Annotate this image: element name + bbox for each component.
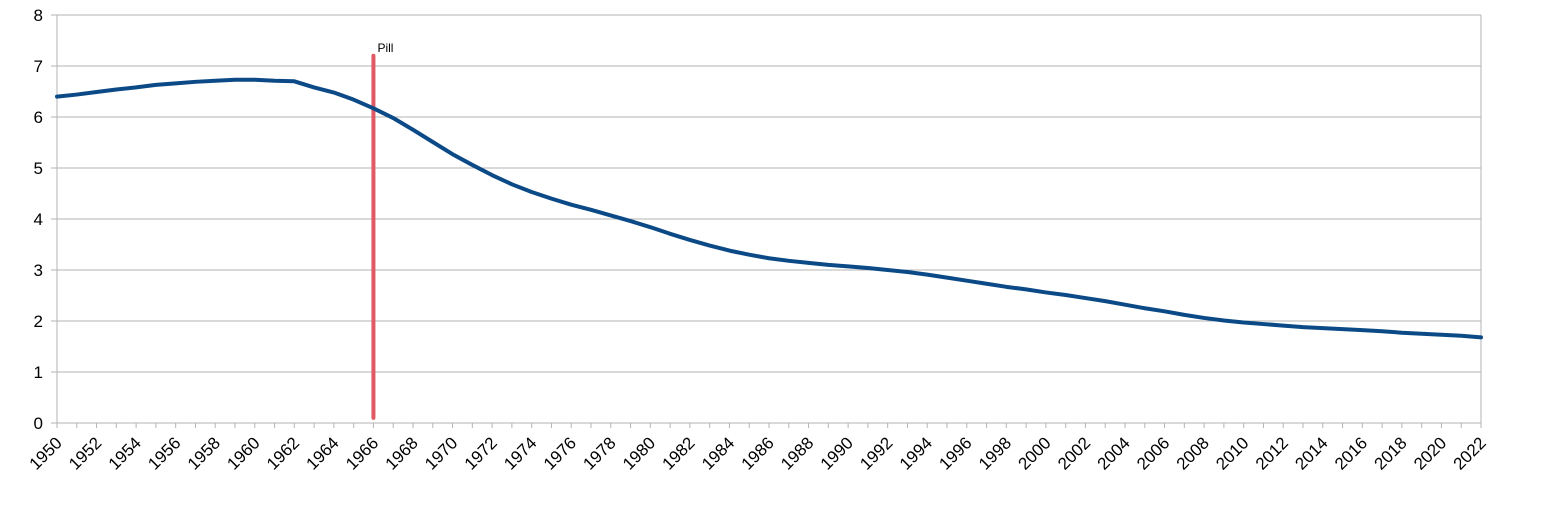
series [55,77,1483,340]
annotations: Pill [371,41,393,420]
y-tick-label: 6 [34,108,43,127]
x-tick-label: 2004 [1094,433,1134,473]
x-tick-label: 1996 [935,433,975,473]
x-tick-label: 2022 [1450,433,1490,473]
x-tick-label: 1976 [540,433,580,473]
x-tick-label: 1952 [65,433,105,473]
x-tick-label: 1994 [896,433,936,473]
y-tick-label: 1 [34,363,43,382]
x-tick-label: 1998 [975,433,1015,473]
x-tick-label: 1974 [500,433,540,473]
axes [51,14,1482,428]
x-tick-label: 2010 [1212,433,1252,473]
x-tick-label: 1978 [579,433,619,473]
x-tick-label: 1950 [26,433,66,473]
x-tick-label: 1982 [659,433,699,473]
x-tick-label: 2016 [1331,433,1371,473]
x-tick-label: 2000 [1015,433,1055,473]
x-tick-label: 1970 [421,433,461,473]
annotation-label-pill: Pill [377,41,393,55]
x-tick-label: 1960 [223,433,263,473]
y-tick-label: 5 [34,159,43,178]
x-tick-label: 1992 [856,433,896,473]
x-tick-label: 1968 [382,433,422,473]
x-tick-labels: 1950 1952 1954 1956 1958 1960 1962 1964 1966 1968… [26,433,1490,473]
y-tick-label: 4 [34,210,43,229]
y-tick-label: 3 [34,261,43,280]
x-tick-label: 1966 [342,433,382,473]
x-tick-label: 1990 [817,433,857,473]
x-tick-label: 2020 [1410,433,1450,473]
x-tick-label: 2018 [1371,433,1411,473]
x-tick-label: 1958 [184,433,224,473]
x-tick-label: 2008 [1173,433,1213,473]
y-tick-label: 8 [34,6,43,25]
x-tick-label: 2006 [1133,433,1173,473]
x-tick-label: 1984 [698,433,738,473]
y-tick-labels: 0 1 2 3 4 5 6 7 8 [34,6,43,433]
x-tick-label: 1980 [619,433,659,473]
y-tick-label: 7 [34,57,43,76]
x-tick-label: 1972 [461,433,501,473]
x-tick-label: 1962 [263,433,303,473]
y-tick-label: 0 [34,414,43,433]
x-tick-label: 2012 [1252,433,1292,473]
x-tick-label: 1988 [777,433,817,473]
y-tick-label: 2 [34,312,43,331]
x-tick-label: 1954 [105,433,145,473]
x-tick-label: 2014 [1291,433,1331,473]
x-tick-label: 1964 [303,433,343,473]
series-line-0 [55,77,1483,340]
x-tick-label: 1986 [738,433,778,473]
grid-lines [57,14,1481,424]
x-tick-label: 2002 [1054,433,1094,473]
x-tick-label: 1956 [144,433,184,473]
